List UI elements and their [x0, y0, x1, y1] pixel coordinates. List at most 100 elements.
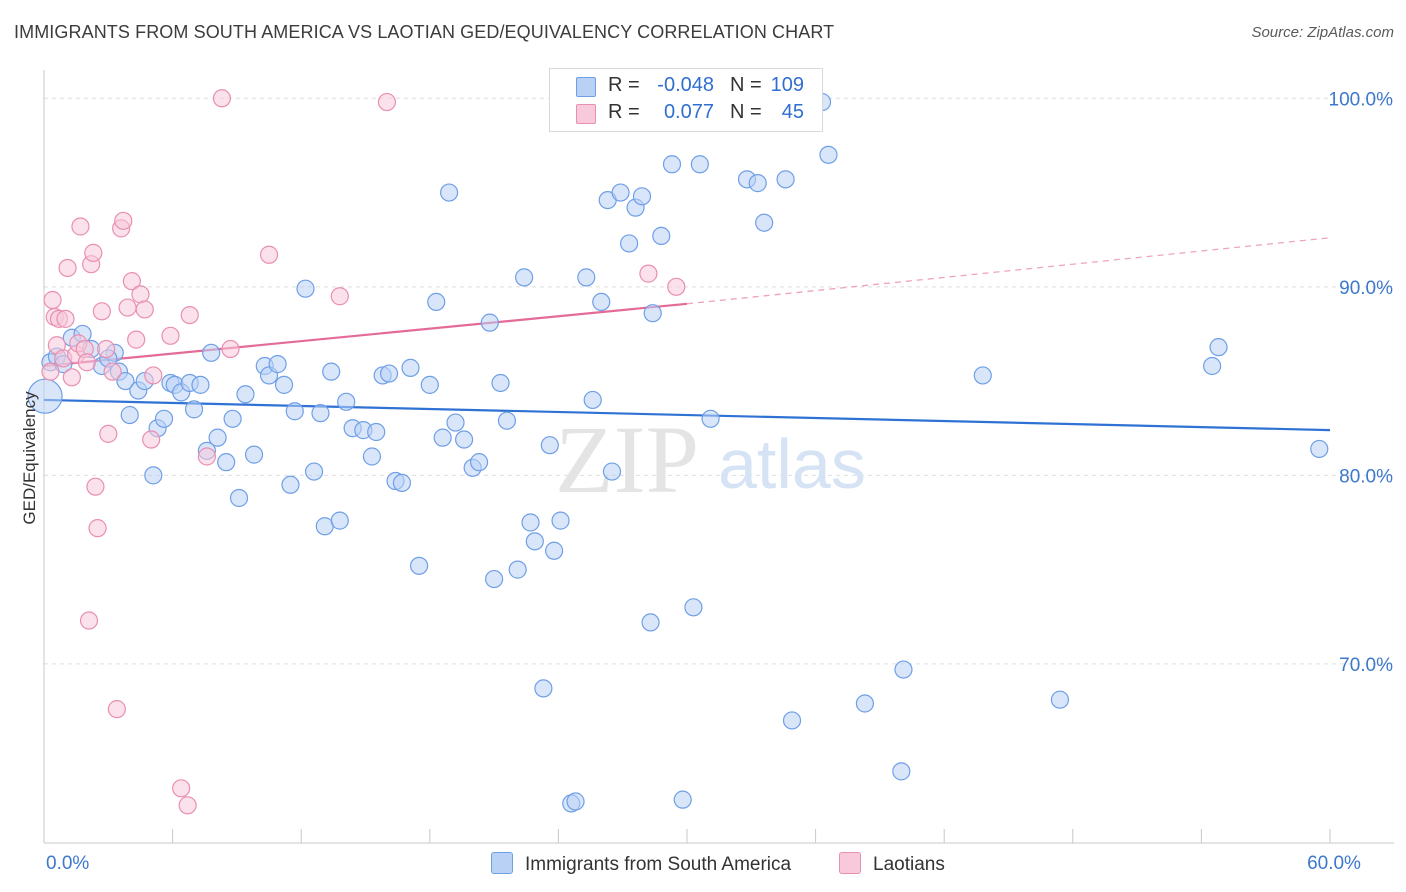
point-south-america — [362, 447, 382, 466]
point-laotians — [161, 326, 180, 345]
point-south-america — [296, 279, 315, 298]
point-south-america — [304, 462, 324, 481]
point-laotians — [142, 430, 161, 449]
point-south-america — [184, 400, 204, 419]
point-south-america — [602, 462, 622, 481]
chart-title: IMMIGRANTS FROM SOUTH AMERICA VS LAOTIAN… — [14, 22, 835, 42]
trend-extension-laotians — [686, 237, 1331, 305]
point-south-america — [244, 445, 264, 464]
point-south-america — [755, 213, 774, 232]
point-laotians — [56, 309, 75, 328]
point-laotians — [58, 258, 77, 278]
point-south-america — [191, 375, 210, 394]
point-south-america — [427, 292, 446, 311]
point-south-america — [662, 155, 682, 174]
legend-r-label: R = — [608, 101, 640, 123]
legend-r-value: -0.048 — [657, 74, 714, 96]
point-south-america — [611, 183, 630, 202]
point-south-america — [202, 343, 221, 362]
point-south-america — [577, 268, 596, 287]
point-south-america — [469, 453, 489, 472]
point-laotians — [71, 217, 90, 236]
bottom-legend-item-south-america: Immigrants from South America — [491, 852, 791, 876]
point-south-america — [551, 511, 570, 530]
point-south-america — [819, 145, 838, 164]
point-south-america — [545, 541, 564, 560]
grid-lines — [44, 97, 1394, 665]
point-south-america — [337, 392, 356, 411]
point-south-america — [684, 598, 703, 617]
point-laotians — [212, 89, 231, 108]
point-south-america — [894, 660, 913, 679]
point-south-america — [154, 409, 174, 428]
point-south-america — [782, 711, 802, 730]
point-south-america — [268, 355, 287, 374]
legend-swatch-laotians — [576, 104, 596, 124]
point-south-america — [439, 183, 459, 202]
point-south-america — [116, 371, 135, 391]
point-laotians — [667, 277, 686, 296]
point-south-america — [27, 378, 63, 414]
legend-r-label: R = — [608, 74, 640, 96]
point-south-america — [534, 679, 553, 698]
x-tick-label: 60.0% — [1307, 853, 1361, 874]
point-south-america — [491, 373, 510, 393]
trend-line-south-america — [43, 398, 1331, 432]
point-south-america — [855, 694, 874, 713]
point-south-america — [583, 390, 602, 410]
point-south-america — [1203, 356, 1222, 376]
point-laotians — [107, 700, 126, 719]
point-south-america — [525, 532, 544, 551]
point-south-america — [322, 362, 341, 381]
legend-swatch-south-america — [576, 77, 596, 97]
point-laotians — [131, 285, 150, 304]
point-laotians — [172, 779, 191, 798]
y-tick-label: 70.0% — [1339, 655, 1393, 676]
point-south-america — [217, 453, 236, 472]
point-south-america — [508, 560, 527, 579]
point-south-america — [620, 234, 639, 253]
legend-n-label: N = — [730, 101, 762, 123]
bottom-legend-swatch — [839, 852, 861, 874]
y-tick-label: 100.0% — [1329, 89, 1394, 110]
point-south-america — [690, 155, 709, 174]
point-south-america — [420, 375, 439, 394]
point-laotians — [43, 290, 62, 310]
point-laotians — [118, 298, 137, 317]
y-tick-label: 90.0% — [1339, 278, 1393, 299]
point-laotians — [221, 339, 240, 359]
point-south-america — [643, 304, 662, 323]
point-south-america — [401, 358, 420, 377]
point-south-america — [281, 475, 300, 494]
point-laotians — [114, 211, 133, 230]
source-label: Source: ZipAtlas.com — [1251, 24, 1394, 41]
y-axis-label: GED/Equivalency — [20, 391, 39, 525]
point-south-america — [144, 466, 163, 485]
legend: R = -0.048 N = 109 R = 0.077 N = 45 — [549, 68, 823, 132]
point-laotians — [377, 92, 397, 112]
point-south-america — [540, 436, 559, 455]
point-south-america — [1209, 338, 1228, 357]
point-south-america — [892, 762, 911, 781]
point-laotians — [84, 243, 103, 262]
point-laotians — [197, 447, 216, 466]
point-south-america — [367, 422, 386, 442]
point-south-america — [480, 313, 499, 332]
point-laotians — [180, 305, 199, 325]
point-south-america — [701, 409, 720, 428]
point-laotians — [178, 796, 197, 815]
point-south-america — [521, 513, 540, 532]
point-south-america — [236, 385, 255, 404]
point-south-america — [229, 488, 249, 508]
point-laotians — [92, 302, 111, 321]
point-south-america — [497, 411, 517, 430]
x-tick-label: 0.0% — [46, 853, 89, 874]
point-south-america — [776, 170, 795, 189]
point-south-america — [433, 428, 452, 447]
axes — [43, 70, 1394, 844]
point-laotians — [144, 366, 163, 385]
trend-line-laotians — [43, 302, 688, 368]
point-laotians — [122, 272, 141, 291]
data-points — [27, 89, 1329, 815]
point-south-america — [566, 792, 585, 811]
